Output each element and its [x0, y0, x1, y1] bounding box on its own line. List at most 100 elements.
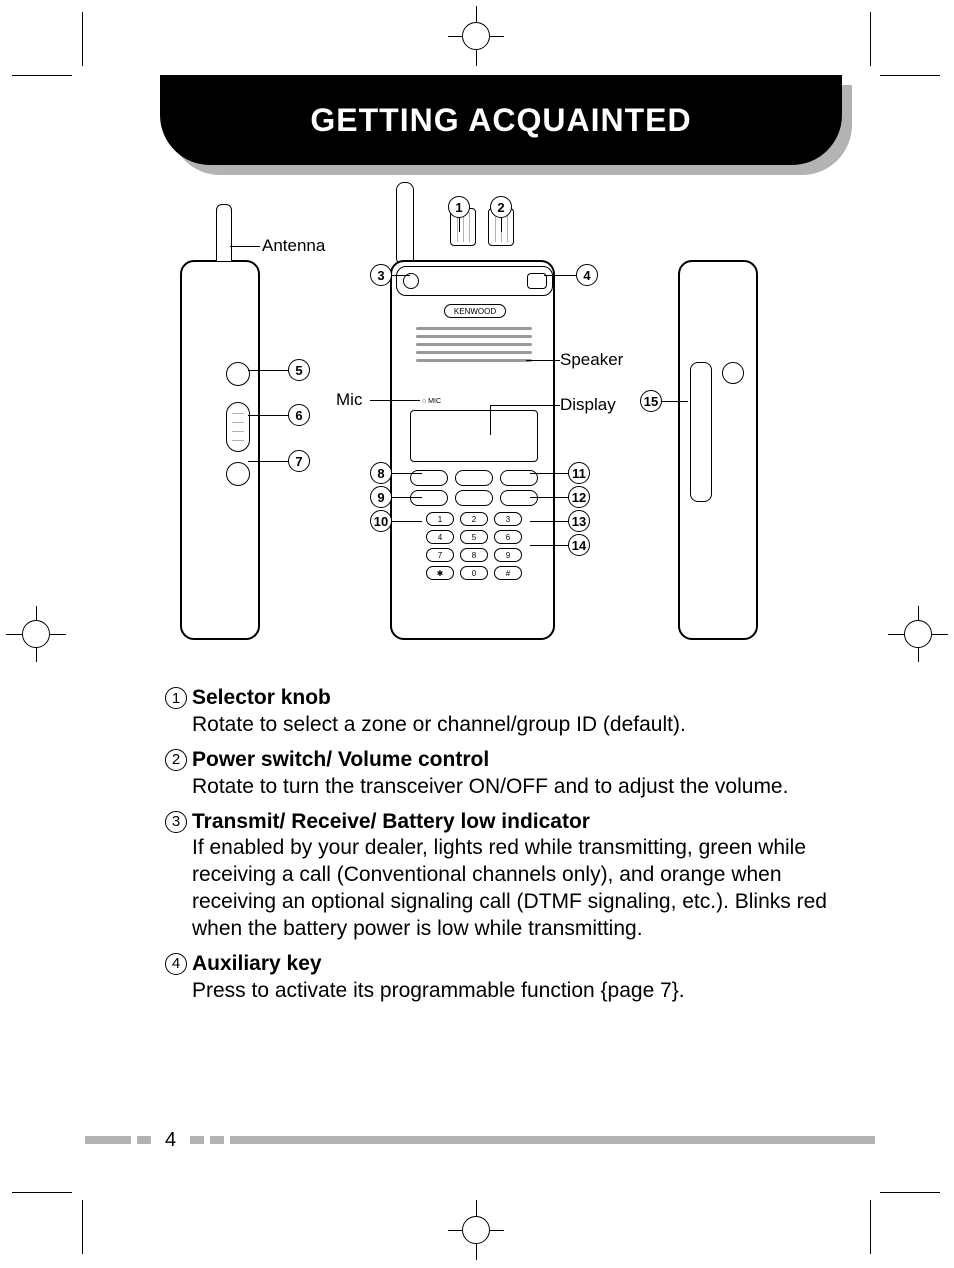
softkey-row [410, 470, 538, 486]
leader-line [248, 415, 288, 416]
desc-num: 2 [160, 747, 192, 771]
cropmark [82, 1200, 83, 1254]
footer-seg [137, 1136, 151, 1144]
footer-seg [85, 1136, 131, 1144]
leader-line [530, 545, 568, 546]
desc-text: Power switch/ Volume control Rotate to t… [192, 747, 840, 801]
callout-7: 7 [288, 450, 310, 472]
callout-15: 15 [640, 390, 662, 412]
cropmark [870, 12, 871, 66]
navkey-row [410, 490, 538, 506]
footer-seg [230, 1136, 875, 1144]
cropmark [12, 75, 72, 76]
cropmark [870, 1200, 871, 1254]
navkey [455, 490, 493, 506]
callout-12: 12 [568, 486, 590, 508]
leader-line [530, 497, 568, 498]
page-number: 4 [151, 1129, 190, 1152]
leader-line [230, 246, 260, 247]
leader-line [370, 400, 420, 401]
callout-5: 5 [288, 359, 310, 381]
desc-item-4: 4 Auxiliary key Press to activate its pr… [160, 951, 840, 1005]
desc-title: Selector knob [192, 686, 331, 709]
mic-label-dot: ○ MIC [422, 398, 441, 405]
callout-1: 1 [448, 196, 470, 218]
desc-body: Press to activate its programmable funct… [192, 979, 685, 1002]
regmark-circle [22, 620, 50, 648]
callout-4: 4 [576, 264, 598, 286]
desc-num: 3 [160, 809, 192, 833]
leader-line [392, 275, 410, 276]
antenna [396, 182, 414, 266]
leader-line [392, 497, 422, 498]
side-button [226, 362, 250, 386]
side-button [226, 462, 250, 486]
radio-side-right [678, 260, 758, 640]
lcd-display [410, 410, 538, 462]
dtmf-keypad: 123 456 789 ✱0# [410, 512, 538, 584]
callout-2: 2 [490, 196, 512, 218]
desc-text: Auxiliary key Press to activate its prog… [192, 951, 840, 1005]
leader-line [392, 521, 422, 522]
navkey [500, 490, 538, 506]
callout-11: 11 [568, 462, 590, 484]
radio-front-body: KENWOOD ○ MIC [390, 260, 555, 640]
desc-text: Selector knob Rotate to select a zone or… [192, 685, 840, 739]
speaker-grill [410, 322, 538, 392]
label-display: Display [560, 395, 616, 415]
regmark-circle [462, 1216, 490, 1244]
desc-num: 4 [160, 951, 192, 975]
callout-9: 9 [370, 486, 392, 508]
description-list: 1 Selector knob Rotate to select a zone … [160, 685, 840, 1013]
desc-body: Rotate to turn the transceiver ON/OFF an… [192, 775, 788, 798]
regmark-circle [462, 22, 490, 50]
callout-8: 8 [370, 462, 392, 484]
leader-line [501, 218, 502, 232]
header-banner: GETTING ACQUAINTED [160, 75, 842, 165]
callout-10: 10 [370, 510, 392, 532]
leader-line [490, 405, 491, 435]
desc-title: Power switch/ Volume control [192, 748, 489, 771]
desc-body: If enabled by your dealer, lights red wh… [192, 836, 827, 940]
desc-body: Rotate to select a zone or channel/group… [192, 713, 686, 736]
leader-line [530, 521, 568, 522]
footer-seg [210, 1136, 224, 1144]
desc-item-2: 2 Power switch/ Volume control Rotate to… [160, 747, 840, 801]
leader-line [490, 405, 560, 406]
desc-num: 1 [160, 685, 192, 709]
leader-line [526, 360, 560, 361]
side-screw [722, 362, 744, 384]
brand-badge: KENWOOD [444, 304, 506, 318]
leader-line [392, 473, 422, 474]
radio-side-left [180, 260, 260, 640]
callout-13: 13 [568, 510, 590, 532]
navkey [410, 490, 448, 506]
label-mic: Mic [336, 390, 362, 410]
label-speaker: Speaker [560, 350, 623, 370]
callout-6: 6 [288, 404, 310, 426]
desc-item-1: 1 Selector knob Rotate to select a zone … [160, 685, 840, 739]
ptt-button [226, 402, 250, 452]
cropmark [880, 1192, 940, 1193]
callout-14: 14 [568, 534, 590, 556]
softkey [455, 470, 493, 486]
label-antenna: Antenna [262, 236, 325, 256]
leader-line [459, 218, 460, 232]
desc-item-3: 3 Transmit/ Receive/ Battery low indicat… [160, 809, 840, 943]
cropmark [12, 1192, 72, 1193]
desc-text: Transmit/ Receive/ Battery low indicator… [192, 809, 840, 943]
header-title: GETTING ACQUAINTED [310, 102, 691, 139]
leader-line [662, 401, 688, 402]
manual-page: GETTING ACQUAINTED 5 6 7 Antenna [0, 0, 954, 1268]
desc-title: Transmit/ Receive/ Battery low indicator [192, 810, 590, 833]
leader-line [248, 461, 288, 462]
device-diagram: 5 6 7 Antenna [170, 200, 790, 650]
side-cover [690, 362, 712, 502]
top-panel [396, 266, 553, 296]
leader-line [530, 473, 568, 474]
footer-bar: 4 [85, 1133, 875, 1147]
cropmark [82, 12, 83, 66]
leader-line [248, 370, 288, 371]
footer-seg [190, 1136, 204, 1144]
radio-front: KENWOOD ○ MIC [390, 200, 555, 645]
